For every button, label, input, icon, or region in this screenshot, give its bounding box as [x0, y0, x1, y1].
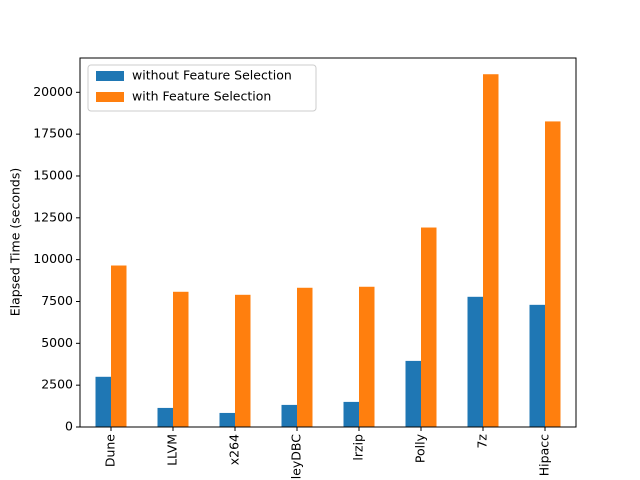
y-tick-label: 17500	[33, 126, 73, 141]
bar	[343, 401, 359, 427]
bar	[467, 296, 483, 427]
legend-swatch	[96, 71, 124, 81]
y-tick-label: 0	[65, 419, 73, 434]
y-tick-label: 5000	[41, 335, 73, 350]
x-tick-label: Hipacc	[537, 434, 552, 476]
legend-label: with Feature Selection	[132, 89, 271, 104]
y-tick-label: 2500	[41, 377, 73, 392]
bar	[545, 121, 561, 427]
y-tick-label: 7500	[41, 293, 73, 308]
bar	[219, 412, 235, 427]
x-tick-label: x264	[227, 434, 242, 465]
bar	[281, 404, 297, 427]
bar	[95, 376, 111, 427]
x-tick-label: lrzip	[351, 434, 366, 461]
x-tick-label: Dune	[103, 434, 118, 467]
x-tick-label: 7z	[475, 434, 490, 449]
bar	[297, 287, 313, 427]
legend-box	[87, 64, 317, 112]
bar	[529, 304, 545, 427]
bar	[157, 407, 173, 427]
x-tick-label: BerkeleyDBC	[289, 434, 304, 480]
bar	[405, 360, 421, 427]
y-tick-label: 10000	[33, 251, 73, 266]
legend-label: without Feature Selection	[132, 68, 292, 83]
bar	[421, 227, 437, 427]
bar	[483, 74, 499, 427]
y-tick-label: 12500	[33, 209, 73, 224]
legend-swatch	[96, 92, 124, 102]
plot-frame	[79, 57, 577, 428]
bar	[359, 286, 375, 427]
y-tick-label: 15000	[33, 167, 73, 182]
y-tick-label: 20000	[33, 84, 73, 99]
bar	[173, 291, 189, 427]
bar	[235, 294, 251, 427]
y-axis-label: Elapsed Time (seconds)	[8, 168, 23, 317]
x-tick-label: Polly	[413, 433, 428, 463]
x-tick-label: LLVM	[165, 434, 180, 466]
bar	[111, 265, 127, 427]
